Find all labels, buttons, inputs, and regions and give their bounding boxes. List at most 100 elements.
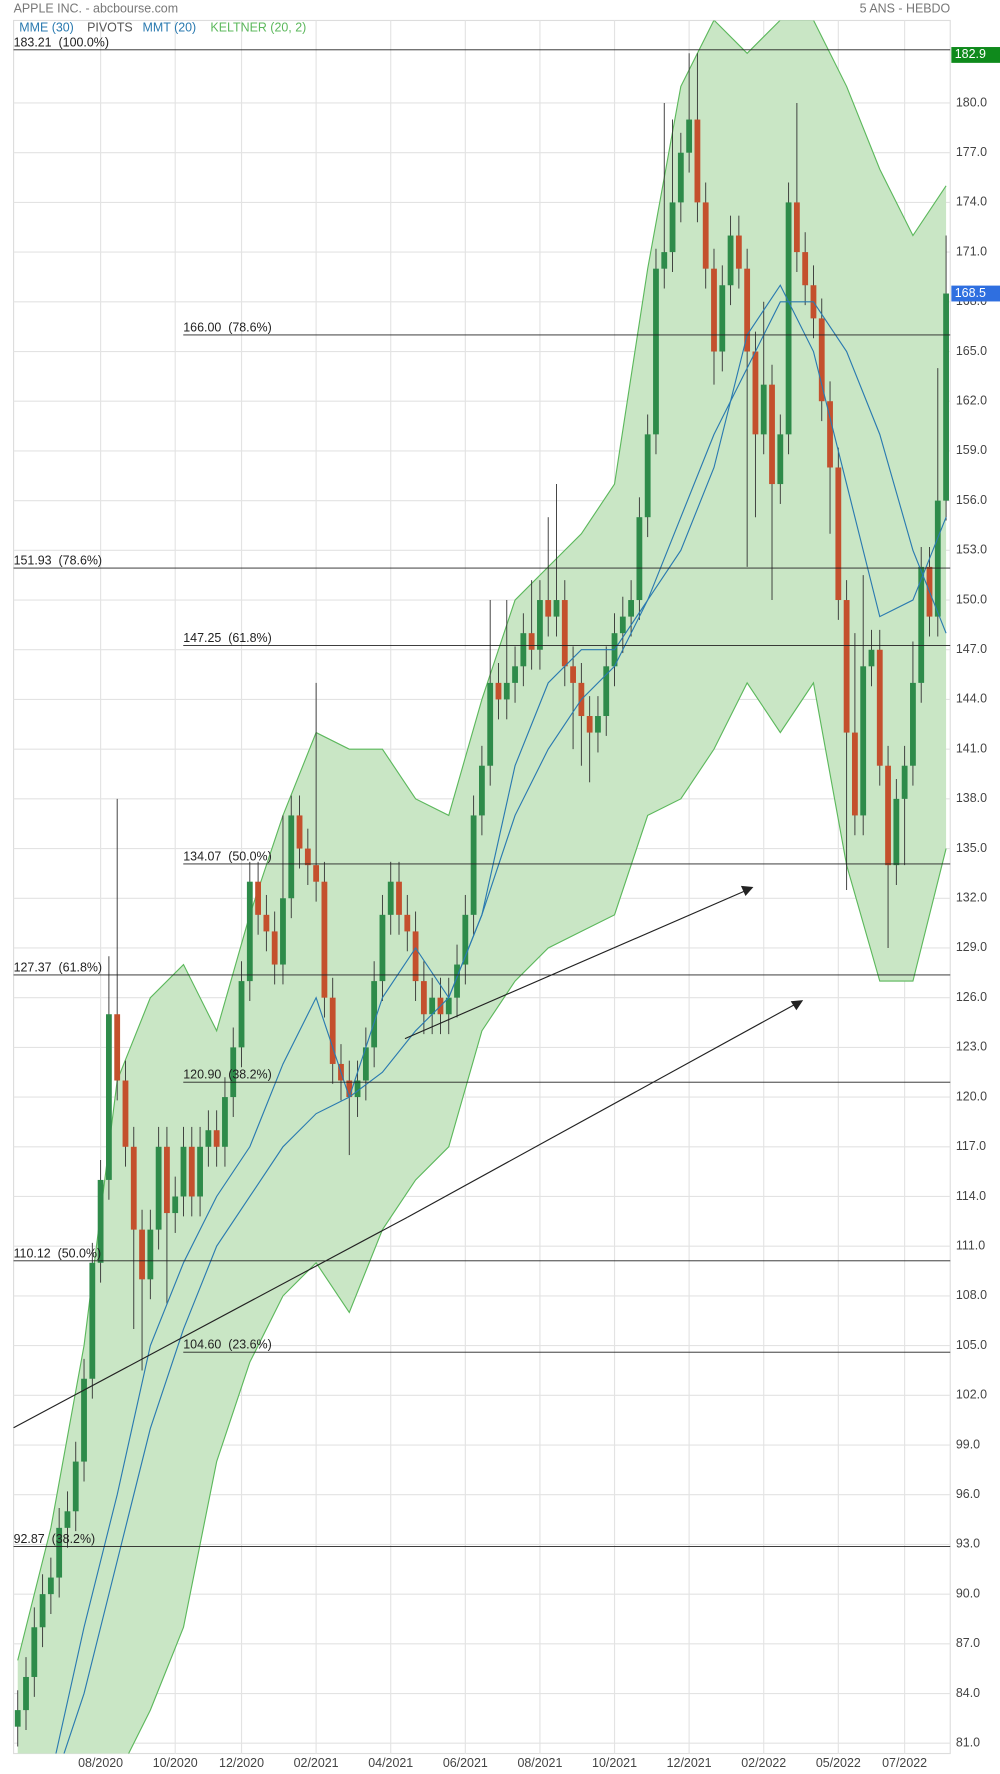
candle-body — [122, 1080, 129, 1147]
candle-body — [31, 1627, 38, 1677]
candle-body — [669, 202, 676, 253]
candle-body — [222, 1097, 228, 1147]
candle-body — [893, 798, 900, 866]
candle-body — [545, 600, 552, 617]
y-tick-label: 123.0 — [956, 1040, 987, 1054]
x-tick-label: 08/2021 — [517, 1756, 562, 1770]
x-tick-label: 08/2020 — [78, 1756, 123, 1770]
candle-body — [321, 881, 328, 998]
candle-body — [661, 252, 668, 269]
candle-body — [255, 881, 261, 915]
candle-body — [205, 1130, 212, 1147]
candle-body — [213, 1130, 220, 1147]
candle-body — [495, 682, 502, 700]
candle-body — [304, 848, 311, 866]
y-tick-label: 174.0 — [956, 195, 987, 209]
candle-body — [114, 1014, 121, 1081]
candle-body — [180, 1146, 187, 1197]
candle-body — [570, 666, 576, 683]
candle-body — [362, 1047, 369, 1081]
candle-body — [329, 997, 336, 1064]
x-tick-label: 05/2022 — [816, 1756, 861, 1770]
pivot-label: 92.87 (38.2%) — [14, 1532, 96, 1546]
candle-body — [636, 517, 643, 601]
y-tick-label: 102.0 — [956, 1388, 987, 1402]
candle-body — [528, 633, 535, 650]
candle-body — [246, 881, 253, 982]
candle-body — [130, 1146, 137, 1230]
candle-body — [644, 434, 651, 518]
candle-body — [843, 600, 850, 733]
legend-entry[interactable]: KELTNER (20, 2) — [210, 21, 306, 35]
legend-entry[interactable]: MME (30) — [19, 21, 74, 35]
candle-body — [404, 914, 411, 932]
candle-body — [238, 981, 245, 1048]
y-tick-label: 96.0 — [956, 1487, 980, 1501]
candle-body — [172, 1196, 179, 1214]
candle-body — [105, 1014, 112, 1180]
candle-body — [462, 914, 469, 965]
y-tick-label: 138.0 — [956, 791, 987, 805]
candle-body — [719, 285, 726, 352]
pivot-label: 134.07 (50.0%) — [183, 849, 272, 863]
y-tick-label: 144.0 — [956, 692, 987, 706]
legend-entry[interactable]: MMT (20) — [143, 21, 197, 35]
candle-body — [288, 815, 295, 899]
candle-body — [711, 268, 717, 352]
candle-body — [354, 1080, 361, 1098]
candle-body — [197, 1146, 203, 1197]
candle-body — [346, 1080, 353, 1098]
chart-title: APPLE INC. - abcbourse.com — [14, 1, 179, 15]
candle-body — [628, 600, 635, 617]
legend: MME (30) PIVOTS MMT (20) KELTNER (20, 2) — [19, 21, 306, 35]
y-tick-label: 135.0 — [956, 841, 987, 855]
candle-body — [777, 434, 784, 485]
candle-body — [603, 666, 610, 717]
legend-entry[interactable]: PIVOTS — [87, 21, 133, 35]
x-tick-label: 04/2021 — [368, 1756, 413, 1770]
pivot-label: 151.93 (78.6%) — [14, 554, 103, 568]
candle-body — [164, 1146, 170, 1214]
candle-body — [876, 649, 883, 766]
x-tick-label: 07/2022 — [882, 1756, 927, 1770]
candle-body — [39, 1594, 46, 1628]
keltner-upper — [17, 20, 947, 1661]
y-tick-label: 150.0 — [956, 592, 987, 606]
candle-body — [910, 682, 916, 766]
candle-body — [155, 1146, 162, 1230]
candle-body — [860, 666, 867, 816]
candle-body — [802, 252, 809, 286]
keltner-fill — [17, 20, 947, 1754]
candle-body — [586, 716, 593, 733]
pivot-label: 127.37 (61.8%) — [14, 960, 103, 974]
y-tick-label: 120.0 — [956, 1089, 987, 1103]
candle-body — [188, 1146, 195, 1197]
chart-subtitle: 5 ANS - HEBDO — [860, 1, 951, 15]
price-tag — [951, 285, 1000, 302]
candle-body — [445, 997, 452, 1015]
candle-body — [64, 1511, 71, 1528]
x-tick-label: 10/2020 — [153, 1756, 198, 1770]
candle-body — [454, 964, 460, 998]
candle-body — [686, 119, 693, 153]
candle-body — [595, 716, 601, 733]
candle-body — [139, 1229, 145, 1280]
candle-body — [727, 235, 734, 286]
candle-body — [89, 1262, 96, 1379]
candle-body — [769, 384, 775, 485]
candle-body — [512, 666, 518, 683]
candle-body — [478, 765, 485, 816]
x-tick-label: 06/2021 — [443, 1756, 488, 1770]
y-tick-label: 105.0 — [956, 1338, 987, 1352]
candle-body — [371, 981, 378, 1048]
y-tick-label: 129.0 — [956, 940, 987, 954]
y-tick-label: 126.0 — [956, 990, 987, 1004]
candle-body — [868, 649, 875, 667]
y-tick-label: 180.0 — [956, 95, 987, 109]
candle-body — [97, 1179, 104, 1263]
x-tick-label: 12/2020 — [219, 1756, 264, 1770]
y-tick-label: 87.0 — [956, 1636, 980, 1650]
candle-body — [280, 898, 286, 965]
candle-body — [744, 268, 751, 352]
y-tick-label: 114.0 — [956, 1189, 986, 1203]
